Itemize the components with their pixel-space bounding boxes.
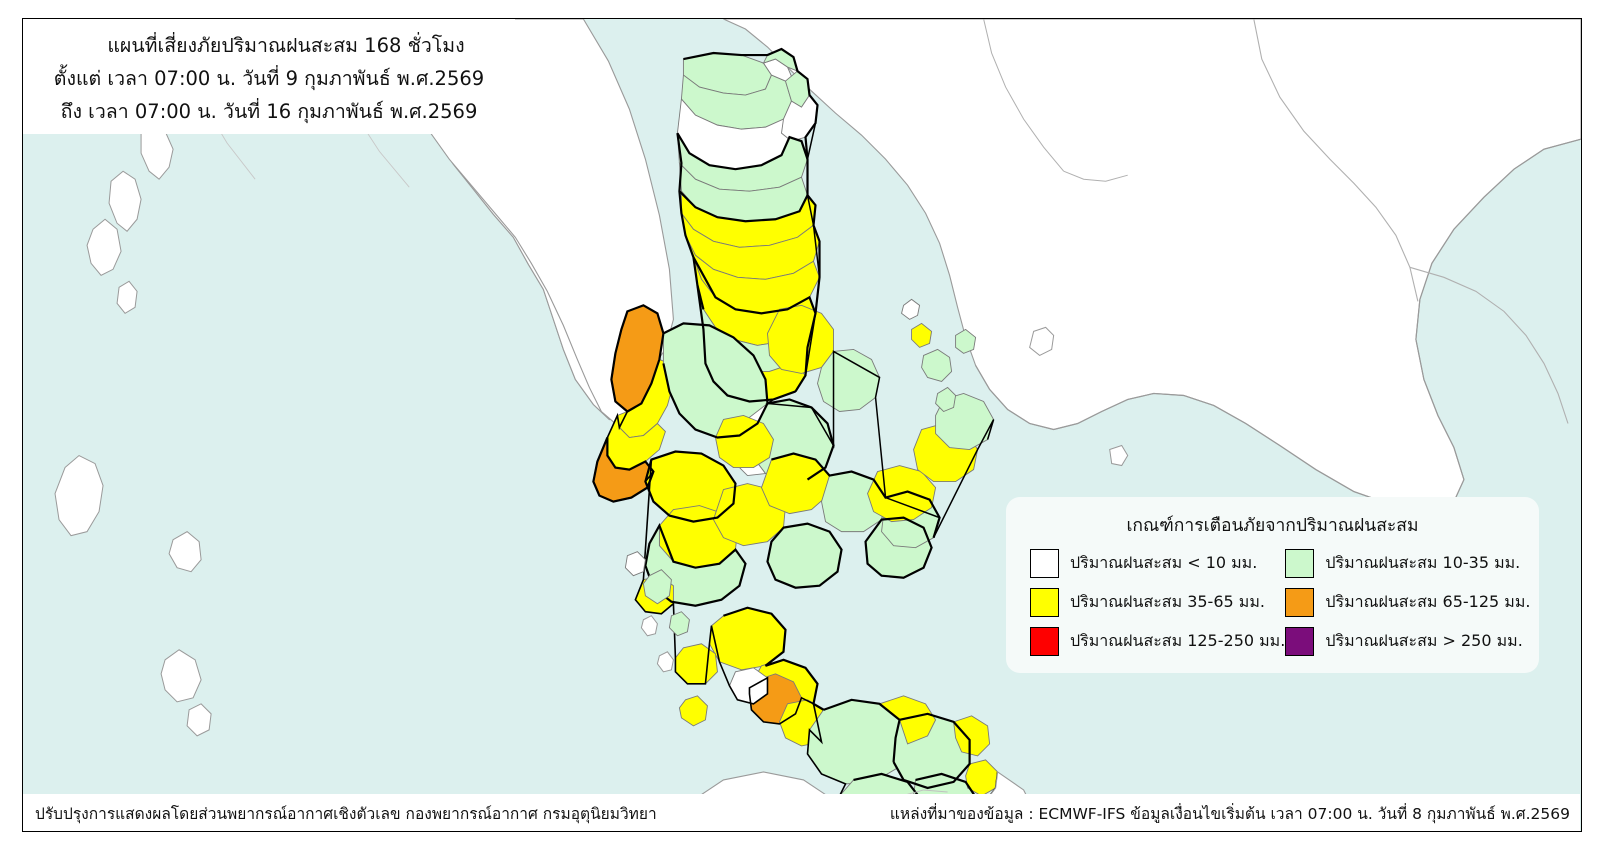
legend-grid: ปริมาณฝนสะสม < 10 มม. ปริมาณฝนสะสม 10-35…: [1006, 549, 1539, 656]
legend-item-35-65: ปริมาณฝนสะสม 35-65 มม.: [1030, 588, 1285, 617]
legend-item-lt-10: ปริมาณฝนสะสม < 10 มม.: [1030, 549, 1285, 578]
footer-credit-left: ปรับปรุงการแสดงผลโดยส่วนพยากรณ์อากาศเชิง…: [35, 805, 657, 823]
title-line-1: แผนที่เสี่ยงภัยปริมาณฝนสะสม 168 ชั่วโมง: [107, 34, 465, 57]
footer-source-right: แหล่งที่มาของข้อมูล : ECMWF-IFS ข้อมูลเง…: [889, 805, 1570, 823]
legend-label-125-250: ปริมาณฝนสะสม 125-250 มม.: [1070, 631, 1286, 650]
legend-label-35-65: ปริมาณฝนสะสม 35-65 มม.: [1070, 592, 1265, 611]
legend-swatch-gt-250: [1285, 627, 1315, 656]
legend-swatch-10-35: [1285, 549, 1315, 578]
legend-title: เกณฑ์การเตือนภัยจากปริมาณฝนสะสม: [1126, 516, 1419, 536]
legend-label-gt-250: ปริมาณฝนสะสม > 250 มม.: [1325, 631, 1523, 650]
legend-item-10-35: ปริมาณฝนสะสม 10-35 มม.: [1285, 549, 1530, 578]
legend-item-125-250: ปริมาณฝนสะสม 125-250 มม.: [1030, 627, 1285, 656]
legend-item-gt-250: ปริมาณฝนสะสม > 250 มม.: [1285, 627, 1530, 656]
map-title-card: แผนที่เสี่ยงภัยปริมาณฝนสะสม 168 ชั่วโมง …: [23, 19, 515, 134]
footer-band: ปรับปรุงการแสดงผลโดยส่วนพยากรณ์อากาศเชิง…: [23, 794, 1580, 831]
legend-label-65-125: ปริมาณฝนสะสม 65-125 มม.: [1325, 592, 1531, 611]
legend-item-65-125: ปริมาณฝนสะสม 65-125 มม.: [1285, 588, 1530, 617]
map-frame: .land { fill:#ffffff; stroke:#9a9a9a; st…: [22, 18, 1582, 832]
legend-swatch-35-65: [1030, 588, 1059, 617]
legend-swatch-65-125: [1285, 588, 1315, 617]
legend-swatch-125-250: [1030, 627, 1059, 656]
legend-swatch-lt-10: [1030, 549, 1059, 578]
map-canvas: .land { fill:#ffffff; stroke:#9a9a9a; st…: [23, 19, 1581, 831]
title-line-2: ตั้งแต่ เวลา 07:00 น. วันที่ 9 กุมภาพันธ…: [53, 67, 485, 90]
legend-label-lt-10: ปริมาณฝนสะสม < 10 มม.: [1070, 553, 1258, 572]
legend-panel: เกณฑ์การเตือนภัยจากปริมาณฝนสะสม ปริมาณฝน…: [1006, 497, 1539, 673]
thailand-south-rainfall-map: .land { fill:#ffffff; stroke:#9a9a9a; st…: [23, 19, 1581, 831]
legend-label-10-35: ปริมาณฝนสะสม 10-35 มม.: [1325, 553, 1521, 572]
title-line-3: ถึง เวลา 07:00 น. วันที่ 16 กุมภาพันธ์ พ…: [60, 100, 478, 123]
